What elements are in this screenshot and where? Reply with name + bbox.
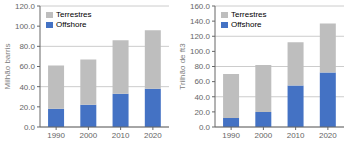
svg-text:60.0: 60.0 <box>194 77 210 86</box>
svg-text:40.0: 40.0 <box>194 93 210 102</box>
svg-text:2000: 2000 <box>79 131 97 140</box>
svg-text:20.0: 20.0 <box>194 108 210 117</box>
svg-text:Trilhão de ft3: Trilhão de ft3 <box>178 43 187 90</box>
svg-text:Milhão barris: Milhão barris <box>8 44 12 90</box>
svg-text:40.0: 40.0 <box>19 83 35 92</box>
svg-text:80.0: 80.0 <box>19 42 35 51</box>
svg-text:2010: 2010 <box>112 131 130 140</box>
svg-text:140.0: 140.0 <box>190 17 211 26</box>
svg-text:120.0: 120.0 <box>15 2 36 11</box>
svg-text:160.0: 160.0 <box>190 2 211 11</box>
svg-text:0.0: 0.0 <box>199 123 211 132</box>
svg-text:20.0: 20.0 <box>19 103 35 112</box>
svg-text:2020: 2020 <box>144 131 162 140</box>
svg-text:100.0: 100.0 <box>190 47 211 56</box>
svg-text:0.0: 0.0 <box>24 123 36 132</box>
svg-text:60.0: 60.0 <box>19 62 35 71</box>
html-text:Terrestres: Terrestres <box>56 10 92 19</box>
svg-text:120.0: 120.0 <box>190 32 211 41</box>
svg-text:2020: 2020 <box>319 131 337 140</box>
svg-text:1990: 1990 <box>222 131 240 140</box>
svg-text:100.0: 100.0 <box>15 22 36 31</box>
svg-text:80.0: 80.0 <box>194 62 210 71</box>
svg-text:2010: 2010 <box>287 131 305 140</box>
html-text:Terrestres: Terrestres <box>231 10 267 19</box>
html-text:Offshore: Offshore <box>231 20 262 29</box>
html-text:Offshore: Offshore <box>56 20 87 29</box>
svg-text:1990: 1990 <box>47 131 65 140</box>
svg-text:2000: 2000 <box>254 131 272 140</box>
